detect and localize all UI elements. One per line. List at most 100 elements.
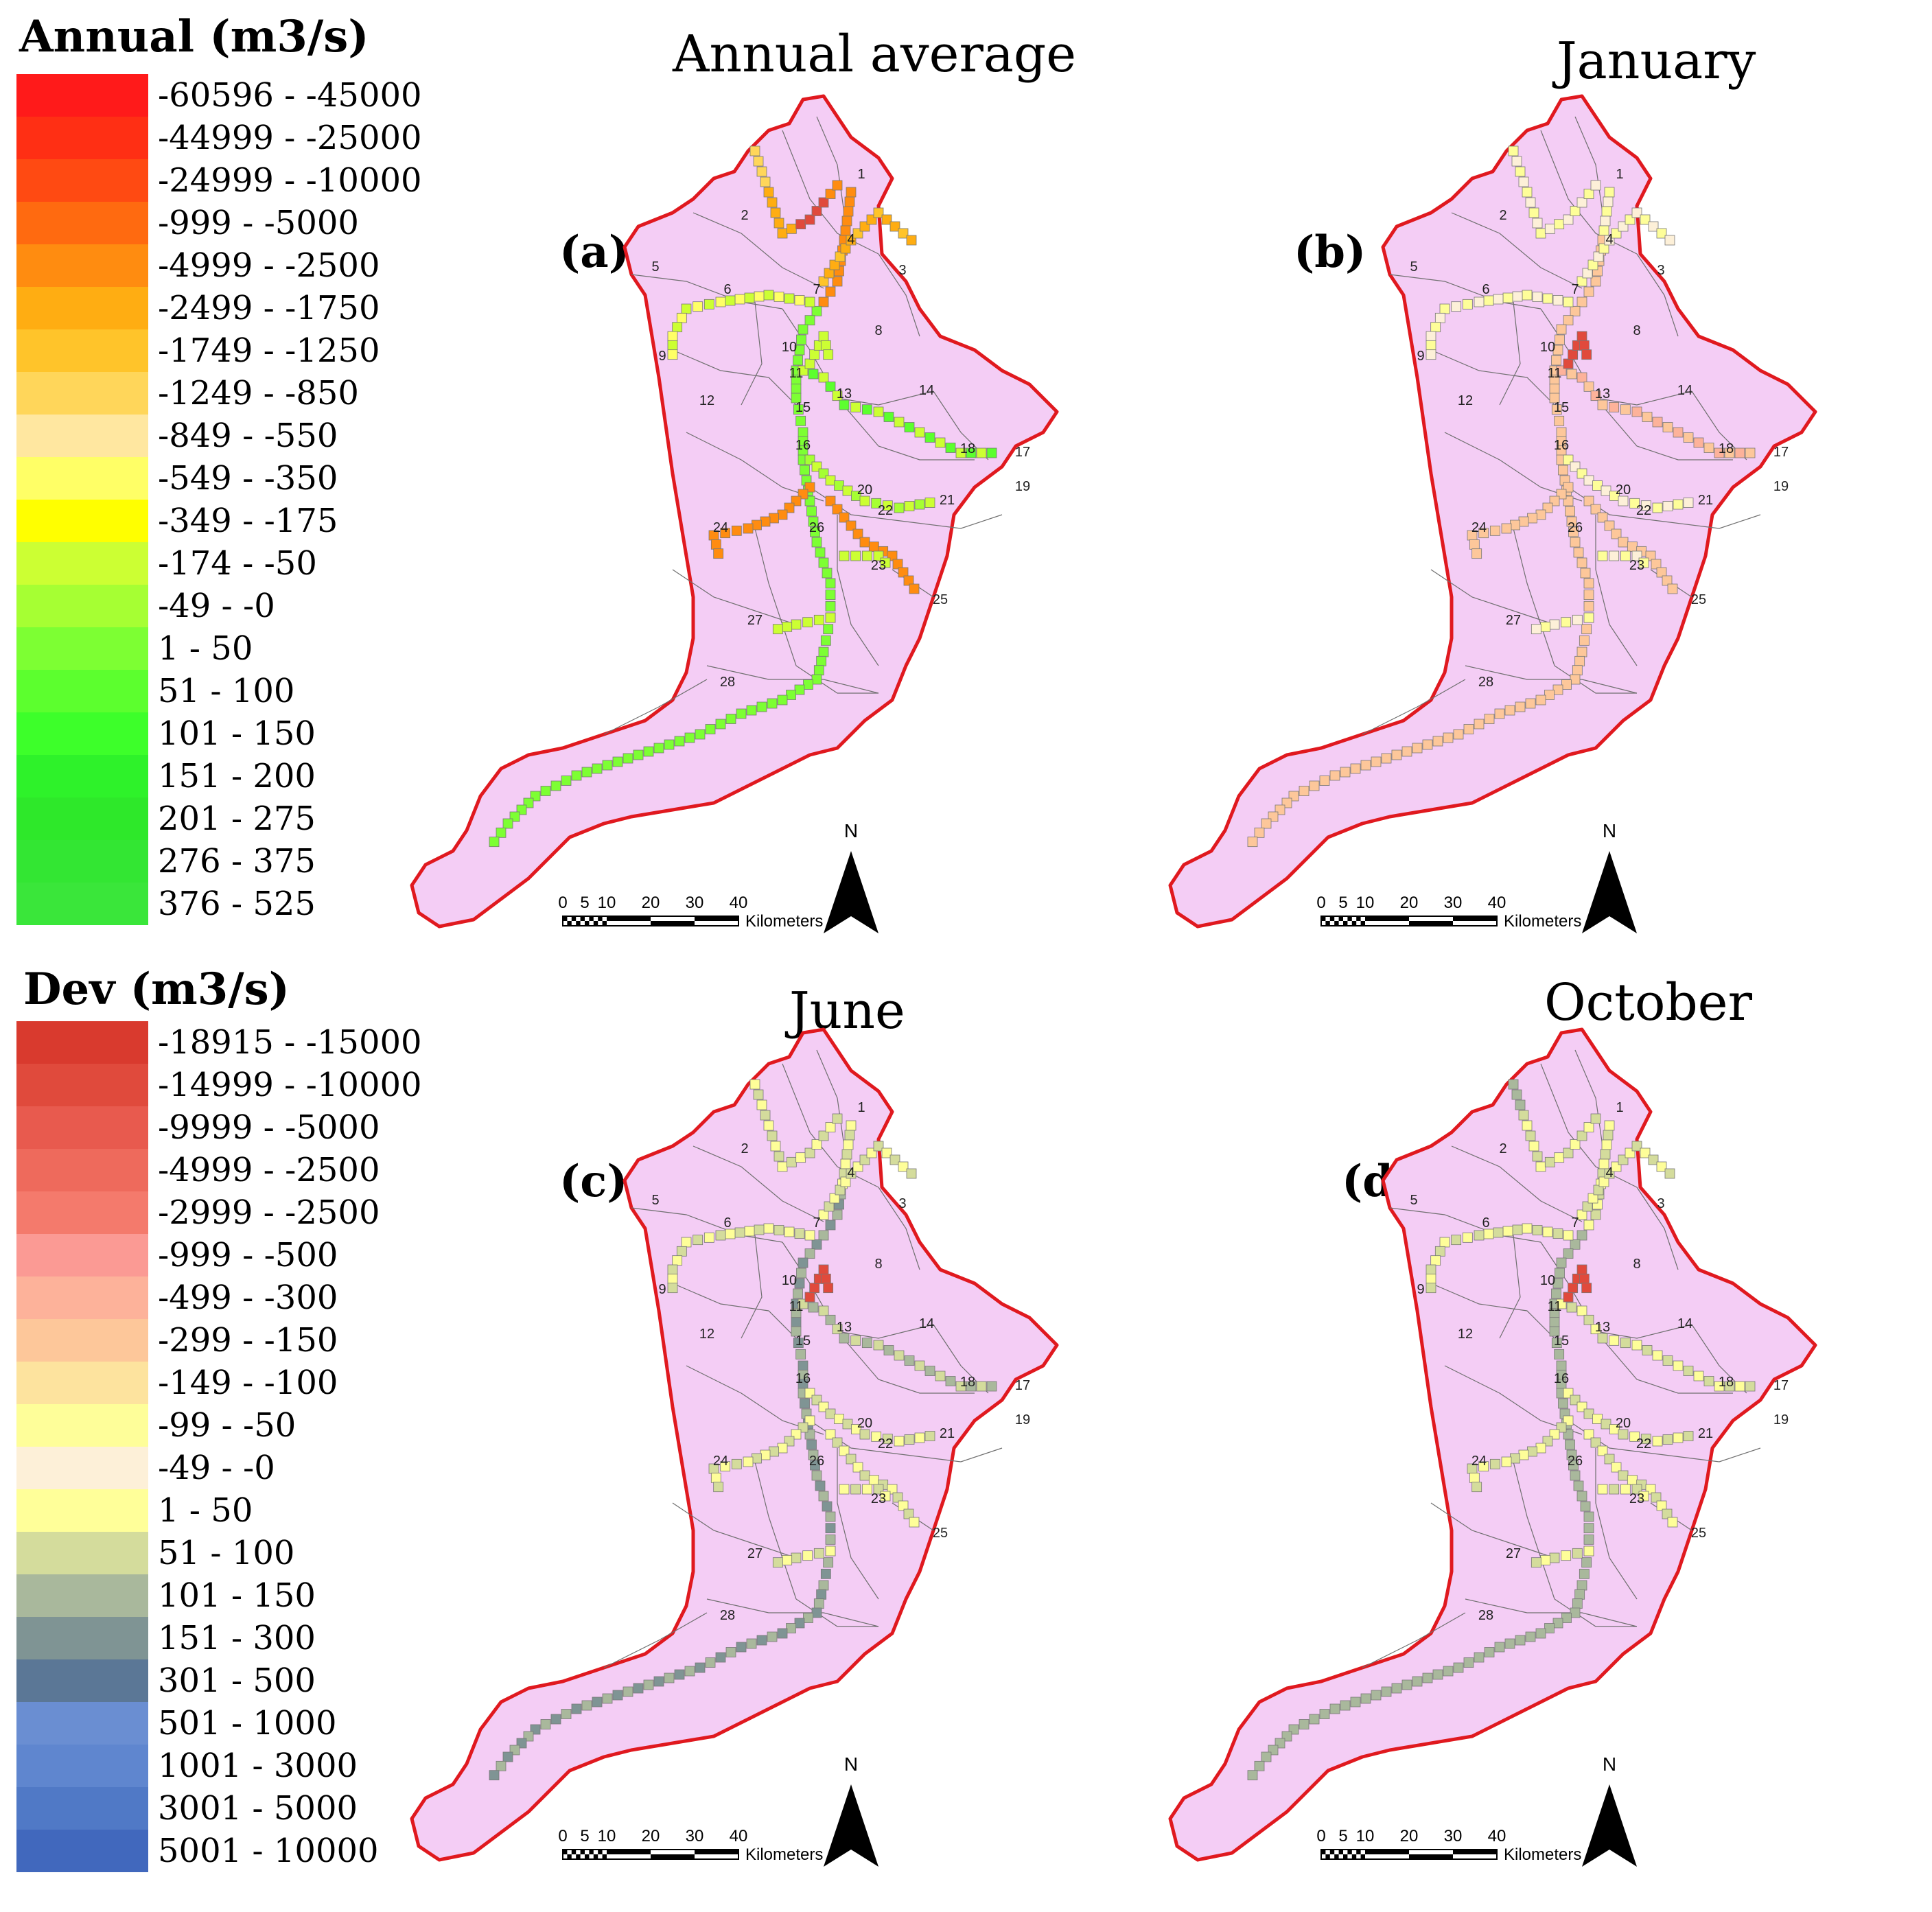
river-cell — [1603, 196, 1614, 207]
legend-label: 101 - 150 — [158, 714, 316, 753]
legend-label: -4999 - -2500 — [158, 246, 380, 285]
dev-legend-item: 3001 - 5000 — [16, 1787, 428, 1830]
river-cell — [806, 1439, 817, 1450]
river-cell — [1593, 1185, 1604, 1196]
river-cell — [1549, 393, 1560, 404]
subbasin-boundary — [1430, 1283, 1555, 1339]
river-cell — [1508, 1079, 1519, 1090]
river-cell — [1609, 401, 1620, 412]
river-cell — [1563, 315, 1574, 326]
subbasin-number: 4 — [1605, 232, 1613, 247]
legend-label: -9999 - -5000 — [158, 1108, 380, 1147]
river-cell — [813, 665, 824, 676]
river-cell — [1518, 1110, 1529, 1121]
river-cell — [1554, 1349, 1565, 1360]
legend-label: -349 - -175 — [158, 502, 338, 540]
river-cell — [1656, 1500, 1667, 1511]
scale-segment — [695, 916, 738, 921]
river-cell — [1631, 207, 1642, 218]
river-cell — [1597, 1484, 1608, 1495]
subbasin-boundary — [1362, 1612, 1466, 1668]
river-cell — [1425, 1264, 1436, 1275]
subbasin-boundary — [795, 665, 878, 694]
scale-unit: Kilometers — [1504, 1845, 1581, 1864]
river-cell — [1576, 197, 1587, 208]
subbasin-boundary — [1389, 1207, 1541, 1243]
river-cell — [1549, 619, 1560, 630]
river-cell — [489, 837, 500, 848]
river-cell — [1651, 559, 1662, 570]
river-cell — [976, 447, 987, 458]
river-cell — [815, 547, 826, 558]
river-cell — [1618, 1429, 1629, 1440]
river-cell — [1535, 1161, 1546, 1172]
river-cell — [818, 197, 829, 208]
river-cell — [880, 557, 891, 568]
river-cell — [820, 1568, 831, 1579]
river-cell — [1474, 719, 1485, 730]
river-cell — [1576, 1580, 1587, 1591]
river-cell — [1493, 1227, 1504, 1238]
subbasin-number: 22 — [878, 503, 893, 518]
subbasin-boundary — [1430, 1502, 1555, 1559]
river-cell — [1247, 1770, 1258, 1781]
dev-legend-title: Dev (m3/s) — [23, 964, 290, 1015]
river-cell — [550, 1714, 561, 1725]
legend-swatch — [16, 287, 148, 329]
river-cell — [810, 526, 820, 537]
river-cell — [1673, 1432, 1684, 1443]
river-cell — [1597, 550, 1608, 561]
subbasin-number: 23 — [1629, 558, 1644, 573]
river-cell — [1319, 1709, 1330, 1719]
river-cell — [1453, 729, 1464, 740]
river-cell — [1552, 1278, 1563, 1289]
panel-a-letter: (a) — [559, 226, 630, 278]
river-cell — [1510, 520, 1520, 531]
legend-swatch — [16, 712, 148, 755]
river-cell — [904, 422, 915, 432]
river-cell — [1532, 218, 1543, 229]
scale-tick: 40 — [730, 894, 748, 912]
scale-segment — [1409, 1854, 1453, 1859]
river-cell — [1662, 1508, 1673, 1519]
river-cell — [1576, 1491, 1587, 1502]
annual-legend-item: -44999 - -25000 — [16, 117, 428, 159]
river-cell — [820, 635, 831, 646]
river-cell — [1508, 145, 1519, 156]
river-cell — [825, 590, 836, 601]
dev-legend-item: -2999 - -2500 — [16, 1191, 428, 1234]
river-cell — [795, 219, 806, 230]
north-label: N — [1603, 1753, 1616, 1775]
river-cell — [715, 719, 726, 730]
river-cell — [752, 1453, 762, 1464]
scale-segment — [607, 1850, 651, 1854]
river-cell — [763, 290, 774, 301]
river-cell — [1535, 695, 1546, 706]
river-cell — [734, 294, 745, 305]
legend-swatch — [16, 202, 148, 244]
subbasin-boundary — [631, 1207, 783, 1243]
river-cell — [808, 369, 819, 380]
subbasin-number: 8 — [874, 1257, 882, 1272]
subbasin-number: 19 — [1015, 479, 1030, 494]
river-cell — [1576, 1130, 1587, 1141]
river-cell — [1525, 698, 1536, 709]
legend-swatch — [16, 883, 148, 925]
subbasin-number: 7 — [813, 1215, 820, 1231]
legend-swatch — [16, 415, 148, 457]
annual-legend-item: 51 - 100 — [16, 670, 428, 712]
river-cell — [859, 496, 870, 506]
river-cell — [1601, 206, 1612, 217]
river-cell — [684, 1666, 695, 1677]
dev-legend-item: -149 - -100 — [16, 1362, 428, 1404]
subbasin-number: 3 — [898, 263, 906, 278]
river-cell — [1652, 502, 1663, 513]
subbasin-number: 26 — [1568, 1454, 1583, 1469]
river-cell — [883, 412, 894, 422]
river-cell — [1494, 1642, 1505, 1653]
river-cell — [818, 276, 829, 287]
river-cell — [873, 1340, 884, 1351]
panel-b-title: January — [1557, 32, 1756, 91]
